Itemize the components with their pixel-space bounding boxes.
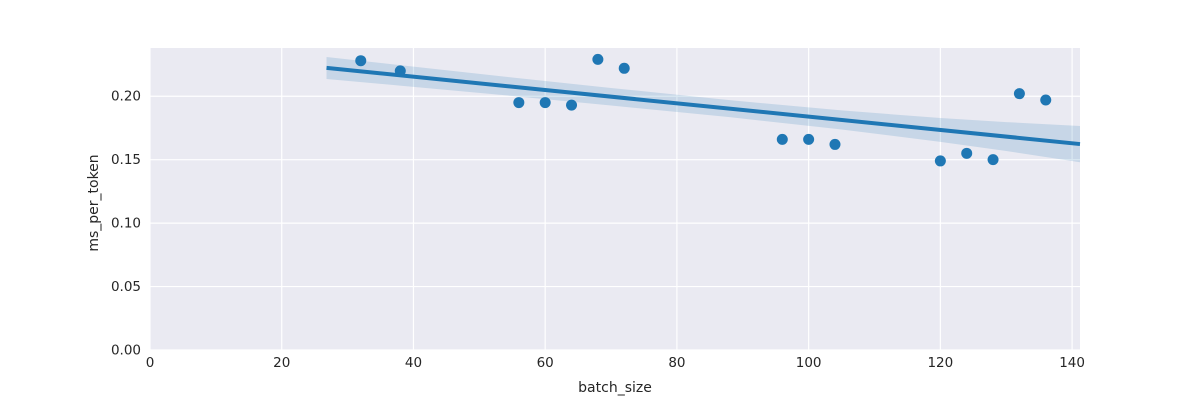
data-point bbox=[961, 147, 973, 159]
x-tick-label: 0 bbox=[146, 355, 155, 371]
confidence-band bbox=[326, 57, 1080, 163]
regression-line bbox=[326, 65, 1081, 147]
data-point bbox=[394, 65, 406, 77]
y-tick-label: 0.15 bbox=[111, 152, 141, 168]
data-point bbox=[829, 138, 841, 150]
y-tick-label: 0.00 bbox=[111, 342, 141, 358]
x-tick-label: 100 bbox=[796, 355, 822, 371]
data-point bbox=[618, 62, 630, 74]
x-tick-label: 140 bbox=[1059, 355, 1085, 371]
data-point bbox=[592, 53, 604, 65]
data-point bbox=[776, 133, 788, 145]
x-axis-label: batch_size bbox=[578, 380, 652, 396]
x-tick-label: 40 bbox=[405, 355, 422, 371]
data-point bbox=[934, 155, 946, 167]
data-point bbox=[566, 99, 578, 111]
data-point bbox=[355, 55, 367, 67]
data-point bbox=[539, 97, 551, 109]
x-tick-label: 20 bbox=[273, 355, 290, 371]
data-point bbox=[1040, 94, 1052, 106]
y-tick-label: 0.20 bbox=[111, 89, 141, 105]
x-tick-label: 60 bbox=[537, 355, 554, 371]
data-point bbox=[1013, 88, 1025, 100]
data-point bbox=[803, 133, 815, 145]
x-tick-label: 120 bbox=[927, 355, 953, 371]
x-tick-label: 80 bbox=[668, 355, 685, 371]
data-point bbox=[513, 97, 525, 109]
y-tick-label: 0.05 bbox=[111, 279, 141, 295]
y-tick-label: 0.10 bbox=[111, 216, 141, 232]
y-axis-label: ms_per_token bbox=[86, 154, 102, 252]
data-point bbox=[987, 154, 999, 166]
